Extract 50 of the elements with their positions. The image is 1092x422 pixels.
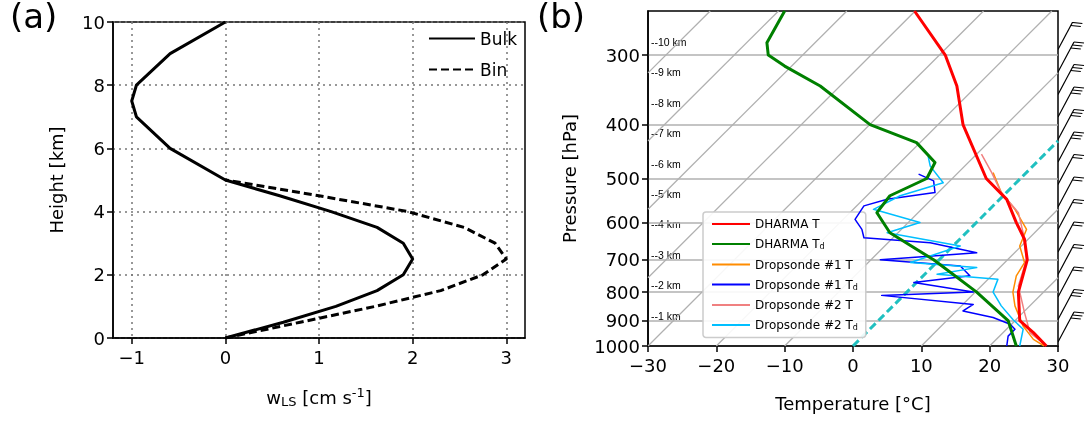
annotation: --3 km — [651, 248, 681, 261]
y-tick-label: 4 — [93, 201, 105, 223]
y-tick-label: 300 — [605, 44, 640, 66]
legend-label: Bin — [480, 59, 508, 80]
x-tick-label: 1 — [313, 346, 325, 368]
y-tick-label: 8 — [93, 74, 105, 96]
legend-label: Dropsonde #2 Td — [755, 318, 858, 332]
y-tick-label: 800 — [605, 281, 640, 303]
legend-label: DHARMA Td — [755, 237, 825, 251]
x-axis-title: Temperature [°C] — [774, 392, 931, 414]
x-tick-label: 10 — [909, 354, 933, 376]
chart-title: (b) — [537, 0, 586, 36]
x-tick-label: −20 — [697, 354, 736, 376]
x-tick-label: 0 — [847, 354, 859, 376]
annotation: --4 km — [651, 218, 681, 231]
x-tick-label: 20 — [978, 354, 1002, 376]
x-tick-label: 0 — [219, 346, 232, 368]
line-series — [872, 155, 1024, 347]
annotation: --9 km — [651, 66, 681, 79]
x-tick-label: 2 — [406, 346, 419, 368]
annotation: --6 km — [651, 157, 681, 170]
annotation: --8 km — [651, 96, 681, 109]
y-tick-label: 700 — [605, 249, 640, 271]
line-series — [913, 9, 1048, 348]
x-tick-label: 3 — [500, 346, 512, 368]
y-tick-label: 900 — [605, 310, 640, 332]
y-tick-label: 2 — [93, 264, 105, 286]
x-tick-label: −10 — [765, 354, 804, 376]
y-axis-title: Pressure [hPa] — [558, 113, 580, 244]
line-series — [854, 173, 1016, 347]
legend-label: Bulk — [480, 28, 518, 49]
y-tick-label: 600 — [605, 212, 640, 234]
x-tick-label: −1 — [118, 346, 145, 368]
annotation: --2 km — [651, 279, 681, 292]
annotation: --1 km — [651, 309, 681, 322]
y-tick-label: 400 — [605, 114, 640, 136]
annotation: --5 km — [651, 187, 681, 200]
y-axis-title: Height [km] — [45, 126, 67, 234]
legend-label: DHARMA T — [755, 217, 821, 231]
legend-label: Dropsonde #2 T — [755, 298, 854, 312]
x-tick-label: 30 — [1046, 354, 1070, 376]
x-tick-label: −30 — [629, 354, 667, 376]
y-tick-label: 1000 — [594, 335, 640, 357]
legend-label: Dropsonde #1 T — [755, 257, 854, 272]
legend-label: Dropsonde #1 Td — [755, 277, 858, 292]
y-tick-label: 6 — [93, 137, 105, 159]
y-tick-label: 500 — [605, 168, 640, 189]
y-tick-label: 0 — [93, 327, 105, 349]
chart-title: (a) — [10, 0, 58, 36]
y-tick-label: 10 — [82, 11, 105, 33]
